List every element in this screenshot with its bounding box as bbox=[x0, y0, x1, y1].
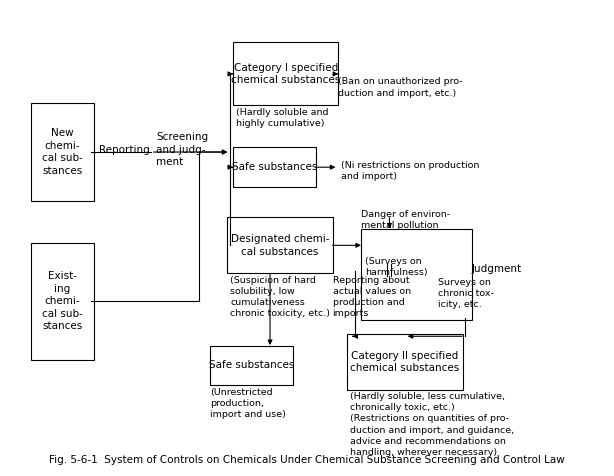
Text: (Suspicion of hard
solubility, low
cumulativeness
chronic toxicity, etc.): (Suspicion of hard solubility, low cumul… bbox=[230, 276, 330, 318]
Text: (Hardly soluble, less cumulative,
chronically toxic, etc.)
(Restrictions on quan: (Hardly soluble, less cumulative, chroni… bbox=[349, 392, 514, 457]
Text: (Surveys on
harmfulness): (Surveys on harmfulness) bbox=[365, 257, 427, 277]
Text: Category II specified
chemical substances: Category II specified chemical substance… bbox=[351, 351, 460, 373]
Text: (Ban on unauthorized pro-
duction and import, etc.): (Ban on unauthorized pro- duction and im… bbox=[338, 78, 463, 98]
FancyBboxPatch shape bbox=[31, 103, 94, 201]
Text: (Unrestricted
production,
import and use): (Unrestricted production, import and use… bbox=[211, 387, 286, 419]
Text: (Hardly soluble and
highly cumulative): (Hardly soluble and highly cumulative) bbox=[236, 108, 328, 128]
Text: Reporting about
actual values on
production and
imports: Reporting about actual values on product… bbox=[333, 276, 411, 318]
Text: Safe substances: Safe substances bbox=[231, 162, 317, 172]
FancyBboxPatch shape bbox=[361, 229, 472, 320]
Text: Reporting: Reporting bbox=[99, 145, 150, 155]
Text: Exist-
ing
chemi-
cal sub-
stances: Exist- ing chemi- cal sub- stances bbox=[42, 271, 83, 331]
FancyBboxPatch shape bbox=[211, 346, 293, 385]
Text: Danger of environ-
mental pollution: Danger of environ- mental pollution bbox=[361, 210, 450, 230]
Text: (Ni restrictions on production
and import): (Ni restrictions on production and impor… bbox=[341, 161, 480, 181]
Text: New
chemi-
cal sub-
stances: New chemi- cal sub- stances bbox=[42, 129, 83, 176]
Text: Designated chemi-
cal substances: Designated chemi- cal substances bbox=[231, 234, 329, 257]
Text: Category I specified
chemical substances: Category I specified chemical substances bbox=[231, 63, 340, 85]
FancyBboxPatch shape bbox=[347, 334, 464, 390]
FancyBboxPatch shape bbox=[233, 148, 316, 187]
FancyBboxPatch shape bbox=[233, 42, 338, 105]
Text: Screening
and judg-
ment: Screening and judg- ment bbox=[157, 132, 209, 167]
FancyBboxPatch shape bbox=[31, 243, 94, 359]
Text: Safe substances: Safe substances bbox=[209, 360, 294, 370]
Text: Surveys on
chronic tox-
icity, etc.: Surveys on chronic tox- icity, etc. bbox=[438, 278, 494, 309]
Text: Fig. 5-6-1  System of Controls on Chemicals Under Chemical Substance Screening a: Fig. 5-6-1 System of Controls on Chemica… bbox=[49, 455, 565, 465]
FancyBboxPatch shape bbox=[227, 218, 333, 273]
Text: Judgment: Judgment bbox=[472, 264, 522, 274]
